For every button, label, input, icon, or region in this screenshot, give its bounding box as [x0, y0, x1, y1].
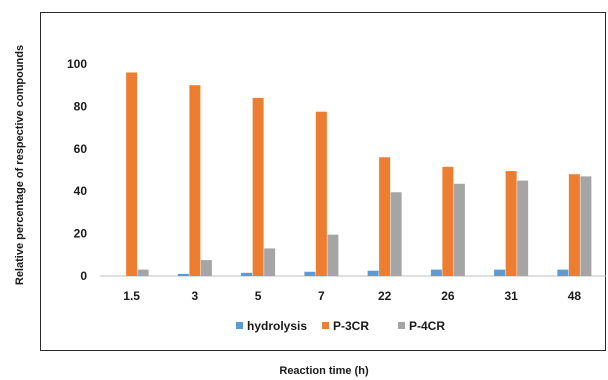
- y-axis-title: Relative percentage of respective compou…: [14, 45, 26, 285]
- bar-hydrolysis-26: [430, 269, 442, 276]
- y-tick-label: 100: [67, 57, 87, 71]
- y-tick-label: 0: [80, 269, 87, 283]
- y-tick-labels: 0 20 40 60 80 100: [67, 57, 87, 283]
- bar-hydrolysis-31: [494, 269, 506, 276]
- bar-hydrolysis-7: [304, 271, 316, 276]
- bar-p-3cr-26: [442, 166, 454, 276]
- bar-p-3cr-31: [505, 171, 517, 276]
- bar-p-4cr-7: [327, 234, 339, 276]
- x-tick-label: 48: [568, 289, 582, 303]
- y-tick-label: 40: [74, 184, 88, 198]
- x-tick-label: 22: [378, 289, 392, 303]
- bars: [126, 72, 592, 276]
- bar-hydrolysis-5: [241, 272, 253, 276]
- bar-p-3cr-7: [315, 111, 327, 276]
- bar-p-4cr-48: [580, 176, 592, 276]
- y-tick-label: 80: [74, 99, 88, 113]
- y-tick-label: 60: [74, 142, 88, 156]
- legend: hydrolysis P-3CR P-4CR: [236, 319, 445, 333]
- x-tick-label: 1.5: [123, 289, 140, 303]
- x-tick-label: 3: [192, 289, 199, 303]
- bar-p-4cr-31: [517, 180, 529, 276]
- bar-p-3cr-5: [252, 97, 264, 276]
- x-tick-label: 31: [504, 289, 518, 303]
- bar-hydrolysis-3: [177, 273, 189, 276]
- legend-label-p-3cr: P-3CR: [333, 319, 369, 333]
- bar-p-4cr-26: [453, 183, 465, 276]
- x-axis-title: Reaction time (h): [279, 365, 369, 377]
- legend-label-p-4cr: P-4CR: [409, 319, 445, 333]
- bar-p-4cr-3: [200, 260, 212, 276]
- bar-p-3cr-22: [379, 157, 391, 276]
- x-tick-labels: 1.5 3 5 7 22 26 31 48: [123, 289, 581, 303]
- y-tick-label: 20: [74, 227, 88, 241]
- bar-p-3cr-3: [189, 85, 201, 276]
- legend-swatch-hydrolysis: [236, 322, 243, 329]
- bar-hydrolysis-22: [367, 270, 379, 276]
- legend-swatch-p-3cr: [322, 322, 329, 329]
- bar-p-4cr-22: [390, 192, 402, 276]
- bar-p-4cr-5: [264, 248, 276, 276]
- x-tick-label: 5: [255, 289, 262, 303]
- bar-hydrolysis-48: [557, 269, 569, 276]
- bar-p-3cr-1.5: [126, 72, 138, 276]
- x-tick-label: 26: [441, 289, 455, 303]
- x-tick-label: 7: [318, 289, 325, 303]
- legend-label-hydrolysis: hydrolysis: [247, 319, 307, 333]
- bar-p-3cr-48: [568, 174, 580, 276]
- bar-p-4cr-1.5: [137, 269, 149, 276]
- legend-swatch-p-4cr: [398, 322, 405, 329]
